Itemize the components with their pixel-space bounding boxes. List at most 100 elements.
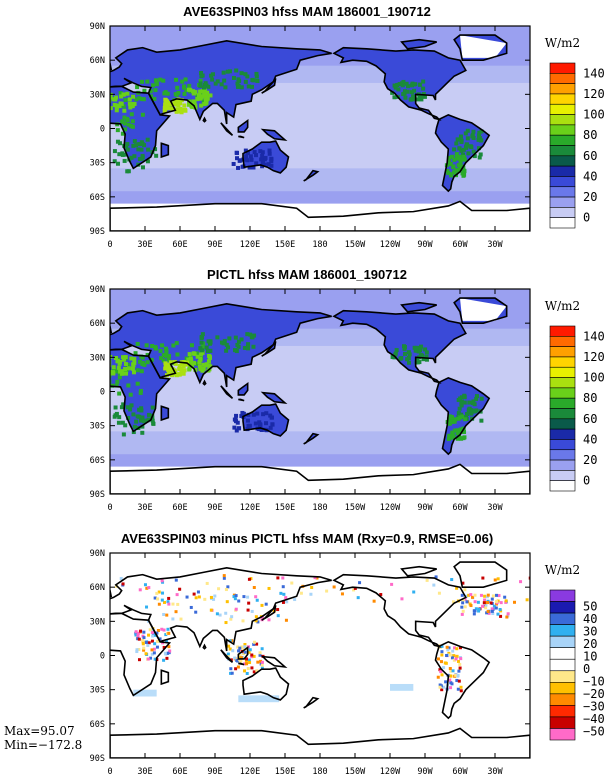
diff-cell: [458, 662, 462, 666]
diff-cell: [171, 617, 175, 621]
heat-cell: [110, 106, 113, 111]
heat-cell: [472, 154, 477, 159]
lat-label: 90S: [90, 227, 105, 237]
diff-cell: [242, 595, 246, 599]
heat-cell: [166, 106, 171, 111]
heat-cell: [224, 342, 229, 347]
coastline: [110, 85, 172, 170]
colorbar-swatch: [549, 134, 576, 146]
diff-cell: [167, 596, 171, 600]
heat-cell: [197, 360, 202, 365]
heat-cell: [146, 147, 151, 152]
diff-cell: [252, 642, 256, 646]
colorbar-swatch: [549, 377, 576, 389]
heat-cell: [395, 82, 400, 87]
colorbar-swatch: [549, 728, 576, 741]
colorbar-swatch: [549, 612, 576, 625]
heat-cell: [459, 148, 464, 153]
heat-cell: [161, 78, 166, 83]
heat-cell: [195, 361, 200, 366]
heat-cell: [161, 358, 166, 363]
colorbar-swatch: [549, 670, 576, 683]
lon-label: 90W: [417, 767, 433, 777]
lat-band: [110, 431, 530, 455]
heat-cell: [177, 372, 182, 377]
diff-cell: [260, 663, 264, 667]
coastline: [242, 403, 290, 437]
diff-cell: [157, 602, 161, 606]
diff-cell: [135, 650, 139, 654]
panel-1: AVE63SPIN03 hfss MAM 186001_190712 90N 60N…: [90, 4, 605, 250]
diff-cell: [143, 583, 147, 587]
diff-cell: [243, 669, 247, 673]
coastline: [237, 645, 249, 660]
heat-cell: [424, 350, 429, 355]
heat-cell: [173, 361, 178, 366]
lat-label: 30N: [90, 90, 105, 100]
diff-cell: [457, 679, 461, 683]
heat-cell: [254, 74, 259, 79]
lat-label: 60S: [90, 456, 105, 466]
heat-cell: [139, 147, 144, 152]
heat-cell: [139, 354, 144, 359]
diff-cell: [255, 669, 259, 673]
colorbar-swatch: [549, 93, 576, 105]
heat-cell: [103, 101, 107, 105]
diff-cell: [121, 582, 125, 586]
heat-cell: [82, 359, 86, 363]
diff-cell: [313, 576, 317, 580]
heat-cell: [445, 168, 450, 173]
colorbar-label: 0: [583, 474, 590, 488]
heat-cell: [113, 405, 118, 410]
heat-cell: [172, 100, 177, 105]
diff-cell: [248, 661, 252, 665]
stat-max: Max=95.07: [4, 724, 75, 738]
diff-cell: [254, 619, 258, 623]
heat-cell: [120, 131, 125, 136]
heat-cell: [259, 427, 264, 432]
heat-cell: [140, 430, 145, 435]
heat-cell: [127, 101, 132, 106]
diff-cell: [471, 595, 475, 599]
diff-cell: [166, 651, 170, 655]
heat-cell: [138, 359, 143, 364]
heat-cell: [198, 96, 203, 101]
heat-cell: [149, 357, 154, 362]
heat-cell: [206, 359, 211, 364]
heat-cell: [118, 141, 123, 146]
heat-cell: [474, 397, 479, 402]
heat-cell: [415, 360, 420, 365]
heat-cell: [204, 345, 209, 350]
diff-cell: [504, 599, 508, 603]
diff-cell: [160, 598, 164, 602]
diff-cell: [178, 587, 182, 591]
diff-cell: [260, 603, 264, 607]
heat-cell: [449, 415, 454, 420]
heat-cell: [234, 349, 239, 354]
heat-cell: [460, 171, 465, 176]
heat-cell: [85, 393, 89, 397]
diff-cell: [458, 666, 462, 670]
heat-cell: [207, 356, 212, 361]
heat-cell: [170, 373, 175, 378]
heat-cell: [254, 161, 259, 166]
heat-cell: [260, 150, 265, 155]
heat-cell: [479, 396, 484, 401]
heat-cell: [465, 136, 470, 141]
diff-cell: [463, 597, 467, 601]
colorbar-label: 50: [583, 600, 597, 614]
diff-cell: [167, 631, 171, 635]
lon-label: 120W: [380, 240, 401, 250]
heat-cell: [182, 91, 187, 96]
heat-cell: [171, 343, 176, 348]
diff-cell: [256, 620, 260, 624]
heat-cell: [473, 409, 478, 414]
heat-cell: [257, 427, 262, 432]
colorbar-swatch: [549, 325, 576, 337]
heat-cell: [253, 421, 258, 426]
heat-cell: [264, 411, 269, 416]
heat-cell: [168, 360, 173, 365]
diff-cell: [145, 605, 149, 609]
heat-cell: [131, 412, 136, 417]
